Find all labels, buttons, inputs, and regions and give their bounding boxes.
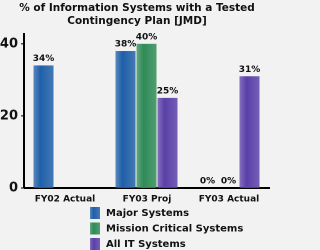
value-label: 38% xyxy=(115,40,137,50)
bar xyxy=(136,43,157,189)
legend-label: Mission Critical Systems xyxy=(106,224,243,235)
y-tick-label: 40 xyxy=(0,36,18,51)
value-label: 0% xyxy=(221,177,236,187)
value-label: 34% xyxy=(33,54,55,64)
value-label: 0% xyxy=(200,177,215,187)
legend-label: All IT Systems xyxy=(106,239,186,250)
x-tick-label: FY03 Actual xyxy=(199,195,260,205)
value-label: 40% xyxy=(136,32,158,42)
chart-title: % of Information Systems with a Tested C… xyxy=(19,2,255,27)
legend-swatch xyxy=(90,222,100,235)
bar xyxy=(33,65,54,188)
bar xyxy=(239,76,260,188)
legend-swatch xyxy=(90,238,100,250)
value-label: 31% xyxy=(239,65,261,75)
plot: 0 20 40 FY02 Actual 34% FY03 Proj 38%40% 25% FY0… xyxy=(0,32,270,250)
legend-label: Major Systems xyxy=(106,208,189,219)
x-tick-label: FY02 Actual xyxy=(35,195,96,205)
legend-swatch xyxy=(90,207,100,219)
chart: % of Information Systems with a Tested C… xyxy=(0,2,270,250)
bar xyxy=(115,51,136,188)
bar xyxy=(157,97,178,188)
y-tick-label: 0 xyxy=(9,181,18,196)
x-tick-label: FY03 Proj xyxy=(123,195,172,205)
value-label: 25% xyxy=(157,86,179,96)
y-tick-label: 20 xyxy=(0,108,18,123)
